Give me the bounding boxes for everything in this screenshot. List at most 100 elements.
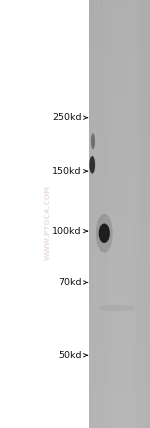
Bar (89, 114, 150, 119)
Bar (89, 250, 150, 254)
Bar (89, 264, 150, 268)
Bar (89, 335, 150, 340)
Ellipse shape (99, 223, 110, 243)
Bar (89, 160, 150, 165)
Bar (89, 93, 150, 97)
Bar (89, 307, 150, 311)
Ellipse shape (96, 214, 113, 253)
Bar (89, 211, 150, 215)
Bar (89, 324, 150, 329)
Bar (89, 271, 150, 276)
Bar (89, 107, 150, 111)
Bar (89, 378, 150, 383)
Bar (89, 410, 150, 415)
Bar (89, 314, 150, 318)
Bar (89, 89, 150, 94)
Bar (89, 342, 150, 347)
Bar (89, 214, 150, 218)
Text: 70kd: 70kd (58, 278, 82, 287)
Bar (89, 185, 150, 190)
Bar (89, 82, 150, 86)
Bar (132, 0, 136, 428)
Bar (89, 353, 150, 357)
Bar (89, 268, 150, 272)
Bar (89, 421, 150, 425)
Bar (89, 346, 150, 351)
Bar (98, 0, 102, 428)
Bar (89, 178, 150, 183)
Bar (89, 189, 150, 193)
Bar (89, 417, 150, 422)
Ellipse shape (91, 133, 95, 149)
Bar (89, 310, 150, 315)
Bar (123, 0, 126, 428)
Bar (89, 36, 150, 40)
Bar (89, 399, 150, 404)
Bar (135, 0, 139, 428)
Bar (89, 7, 150, 12)
Bar (148, 0, 150, 428)
Bar (89, 235, 150, 240)
Bar (89, 75, 150, 79)
Bar (89, 300, 150, 304)
Bar (105, 0, 108, 428)
Bar (89, 78, 150, 83)
Bar (89, 282, 150, 286)
Bar (89, 61, 150, 65)
Bar (89, 57, 150, 62)
Bar (89, 260, 150, 265)
Bar (89, 225, 150, 229)
Bar (89, 100, 150, 104)
Bar (89, 228, 150, 233)
Bar (89, 328, 150, 333)
Bar (129, 0, 133, 428)
Bar (89, 14, 150, 19)
Bar (89, 382, 150, 386)
Bar (89, 64, 150, 68)
Bar (89, 339, 150, 343)
Text: 50kd: 50kd (58, 351, 82, 360)
Bar (111, 0, 114, 428)
Bar (89, 360, 150, 365)
Bar (89, 196, 150, 201)
Bar (89, 39, 150, 44)
Bar (89, 171, 150, 175)
Bar (89, 96, 150, 101)
Bar (89, 221, 150, 226)
Bar (89, 207, 150, 211)
Bar (89, 275, 150, 279)
Bar (117, 0, 120, 428)
Bar (89, 407, 150, 411)
Bar (89, 289, 150, 293)
Bar (92, 0, 96, 428)
Bar (145, 0, 148, 428)
Bar (89, 246, 150, 250)
Bar (89, 292, 150, 297)
Bar (89, 364, 150, 368)
Bar (89, 128, 150, 133)
Bar (89, 425, 150, 428)
Bar (138, 0, 142, 428)
Bar (89, 164, 150, 169)
Bar (89, 414, 150, 418)
Bar (89, 32, 150, 36)
Bar (89, 110, 150, 115)
Bar (89, 175, 150, 179)
Bar (126, 0, 129, 428)
Bar (89, 43, 150, 47)
Bar (89, 0, 150, 4)
Bar (89, 132, 150, 137)
Bar (89, 0, 93, 428)
Bar (89, 21, 150, 26)
Bar (89, 146, 150, 151)
Bar (89, 374, 150, 379)
Bar (89, 332, 150, 336)
Bar (89, 29, 150, 33)
Bar (89, 71, 150, 76)
Bar (89, 203, 150, 208)
Bar (89, 278, 150, 282)
Text: 250kd: 250kd (52, 113, 82, 122)
Bar (141, 0, 145, 428)
Bar (89, 239, 150, 244)
Bar (89, 193, 150, 197)
